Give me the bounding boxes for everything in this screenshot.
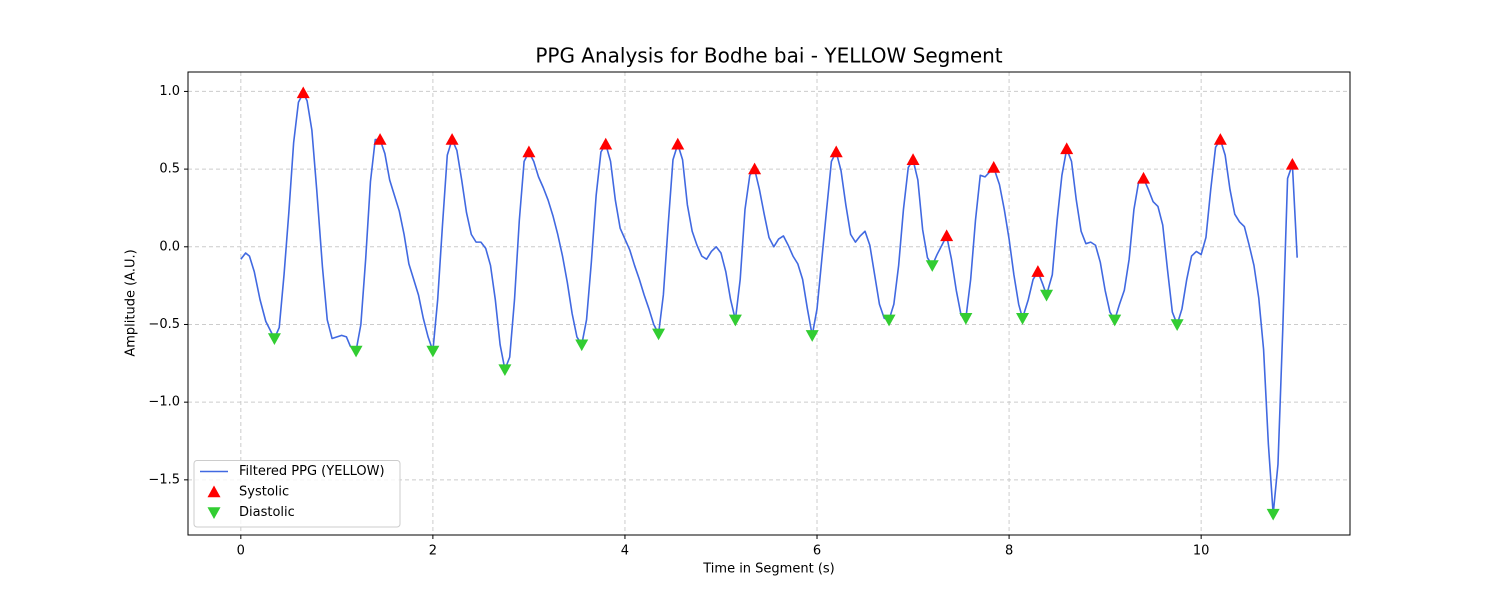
systolic-marker — [1213, 133, 1227, 145]
diastolic-marker — [925, 260, 939, 272]
y-axis-label: Amplitude (A.U.) — [124, 249, 139, 356]
x-tick-label: 4 — [621, 544, 629, 559]
systolic-marker — [296, 86, 310, 99]
systolic-marker — [373, 133, 387, 145]
ppg-line — [240, 92, 1298, 515]
diastolic-marker — [882, 314, 896, 327]
legend-box — [193, 460, 401, 528]
plot-frame — [187, 71, 1351, 536]
diastolic-marker — [498, 364, 512, 377]
x-tick-label: 8 — [1005, 544, 1013, 559]
legend-label: Diastolic — [239, 505, 295, 520]
legend-label: Filtered PPG (YELLOW) — [239, 464, 385, 479]
y-tick-label: 1.0 — [159, 84, 180, 99]
x-tick-label: 2 — [429, 544, 437, 559]
x-tick-label: 0 — [237, 544, 245, 559]
systolic-marker — [1031, 265, 1045, 277]
y-tick-label: 0.0 — [159, 239, 180, 254]
legend-swatch — [207, 485, 221, 498]
systolic-marker — [987, 161, 1001, 173]
x-tick-label: 10 — [1193, 544, 1210, 559]
systolic-marker — [748, 162, 762, 175]
y-tick-label: −1.0 — [148, 395, 180, 410]
y-tick-label: −1.5 — [148, 472, 180, 487]
diastolic-marker — [1170, 319, 1184, 331]
systolic-marker — [1137, 171, 1151, 184]
systolic-marker — [445, 133, 459, 145]
diastolic-marker — [575, 339, 589, 352]
y-tick-label: 0.5 — [159, 162, 180, 177]
diastolic-marker — [426, 345, 440, 358]
x-tick-label: 6 — [813, 544, 821, 559]
systolic-marker — [1285, 157, 1299, 170]
diastolic-marker — [959, 313, 973, 325]
x-axis-label: Time in Segment (s) — [702, 562, 834, 577]
systolic-marker — [671, 137, 685, 150]
legend-swatch — [207, 507, 221, 519]
systolic-marker — [940, 229, 954, 242]
systolic-marker — [599, 137, 613, 150]
systolic-marker — [829, 145, 843, 158]
systolic-marker — [522, 145, 536, 158]
diastolic-marker — [652, 328, 666, 341]
diastolic-marker — [1266, 508, 1280, 521]
diastolic-marker — [349, 345, 363, 358]
legend-label: Systolic — [239, 485, 289, 500]
chart-title: PPG Analysis for Bodhe bai - YELLOW Segm… — [535, 44, 1002, 68]
diastolic-marker — [728, 314, 742, 327]
y-tick-label: −0.5 — [148, 317, 180, 332]
diastolic-marker — [1108, 314, 1122, 327]
systolic-marker — [1060, 142, 1074, 155]
diastolic-marker — [1016, 313, 1030, 325]
diastolic-marker — [805, 330, 819, 342]
diastolic-marker — [267, 333, 281, 345]
legend: Filtered PPG (YELLOW) Systolic Diastolic — [193, 460, 401, 528]
systolic-marker — [906, 153, 920, 165]
diastolic-marker — [1040, 289, 1054, 302]
